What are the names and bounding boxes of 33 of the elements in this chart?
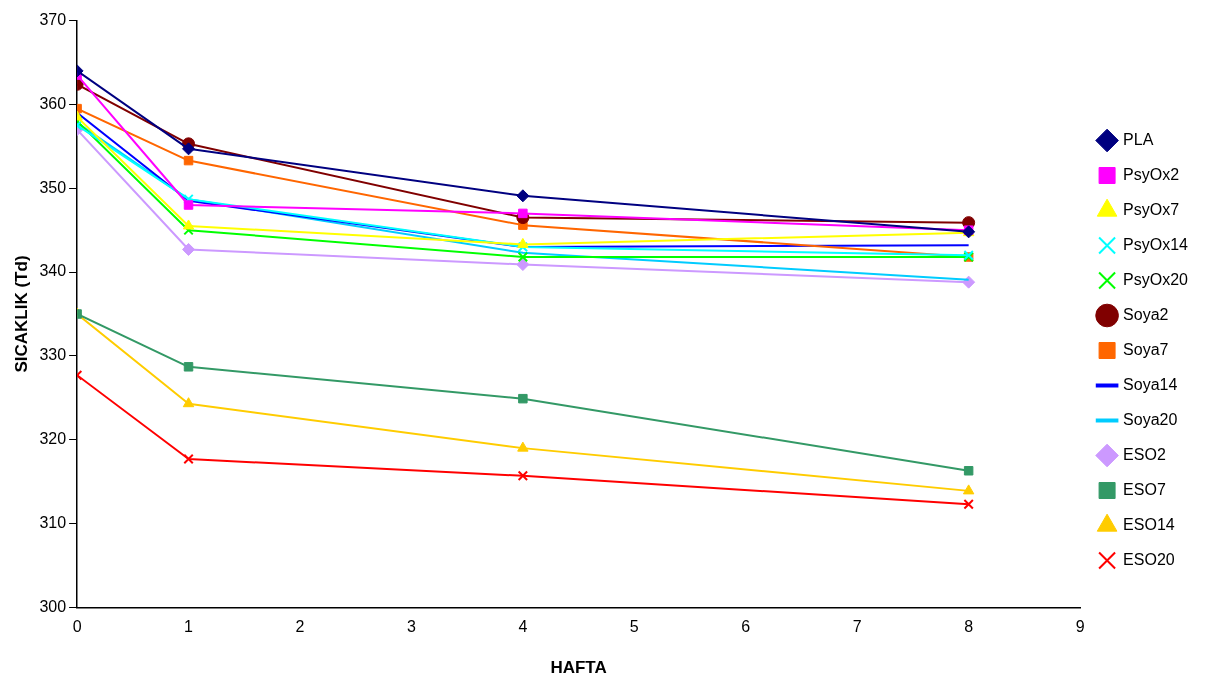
y-tick-label: 350 (39, 178, 67, 196)
legend-label: PsyOx20 (1123, 270, 1189, 288)
legend-label: PsyOx7 (1123, 200, 1180, 218)
y-tick-label: 310 (39, 513, 67, 531)
legend-label: Soya7 (1123, 340, 1169, 358)
legend-label: PLA (1123, 130, 1154, 148)
y-tick-label: 340 (39, 262, 67, 280)
x-tick-label: 6 (741, 618, 751, 636)
x-tick-label: 7 (852, 618, 862, 636)
y-tick-label: 360 (39, 94, 67, 112)
legend-label: PsyOx14 (1123, 235, 1189, 253)
y-tick-label: 330 (39, 346, 67, 364)
legend-label: ESO20 (1123, 550, 1175, 568)
legend-label: Soya14 (1123, 375, 1178, 393)
x-tick-label: 8 (964, 618, 974, 636)
y-axis-title: SICAKLIK (Td) (11, 255, 31, 373)
y-tick-label: 320 (39, 430, 67, 448)
legend-label: Soya2 (1123, 305, 1169, 323)
x-tick-label: 4 (518, 618, 528, 636)
x-tick-label: 3 (406, 618, 416, 636)
x-tick-label: 9 (1075, 618, 1085, 636)
legend-label: ESO14 (1123, 515, 1175, 533)
x-tick-label: 0 (72, 618, 82, 636)
legend-label: ESO2 (1123, 445, 1166, 463)
legend-label: ESO7 (1123, 480, 1166, 498)
x-tick-label: 1 (184, 618, 194, 636)
legend-label: PsyOx2 (1123, 165, 1180, 183)
x-axis-title: HAFTA (550, 658, 607, 678)
y-tick-label: 370 (39, 11, 67, 29)
x-tick-label: 5 (629, 618, 639, 636)
legend-label: Soya20 (1123, 410, 1178, 428)
x-tick-label: 2 (295, 618, 305, 636)
y-tick-label: 300 (39, 597, 67, 615)
